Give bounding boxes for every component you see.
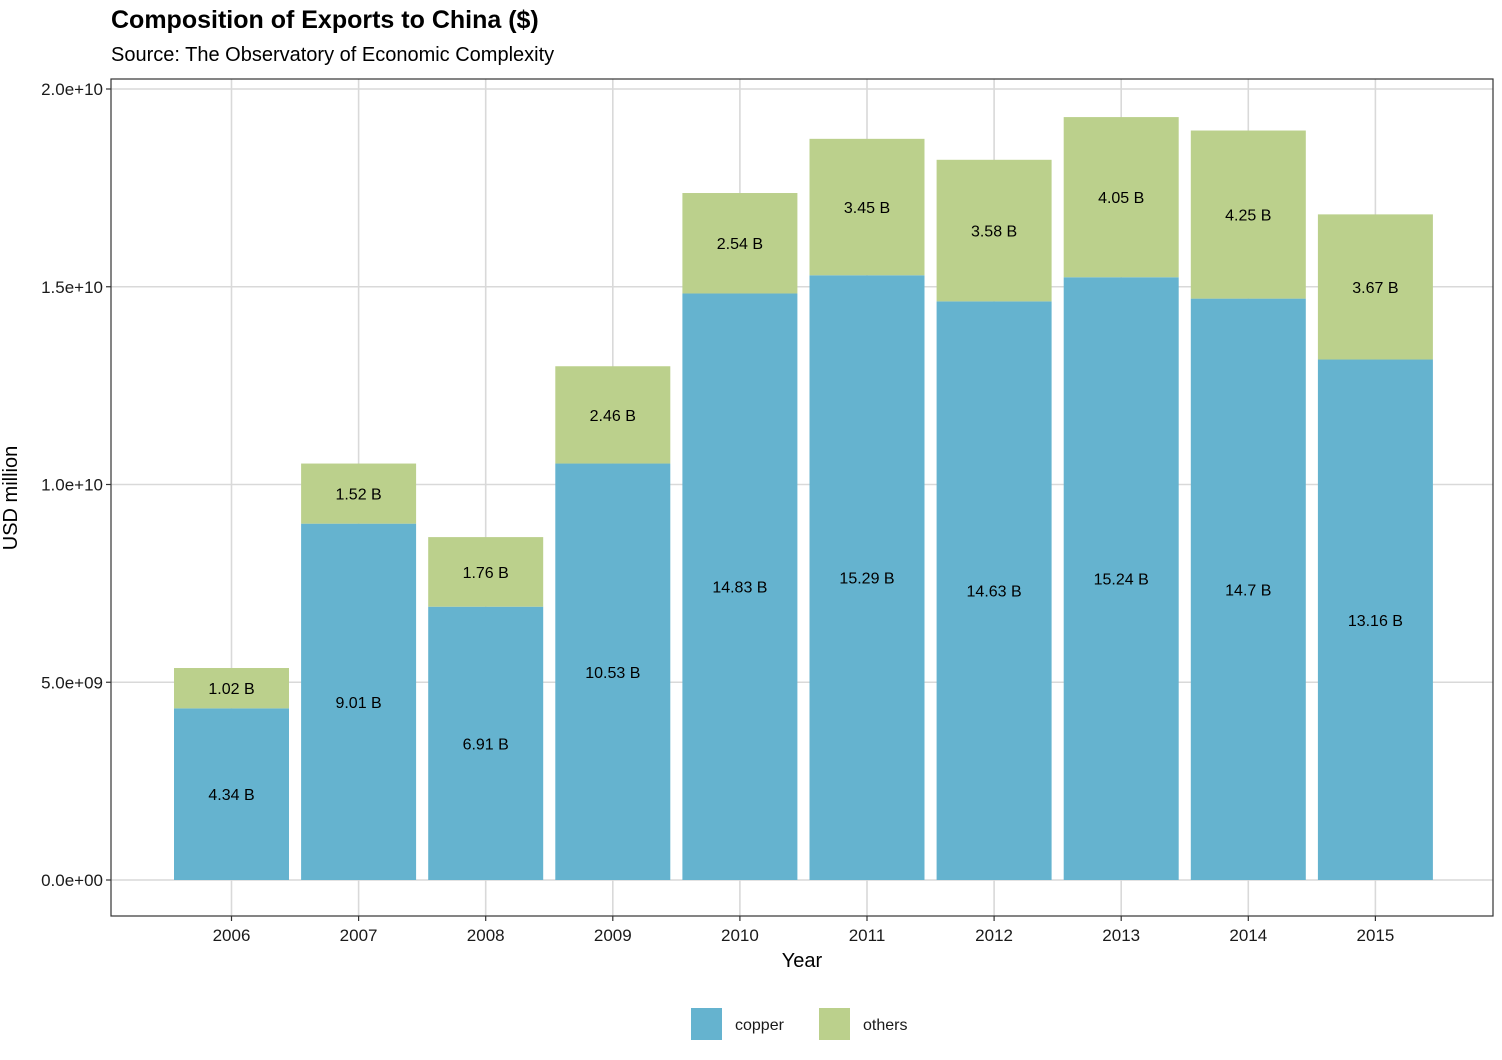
bar-others-2012	[936, 159, 1052, 302]
y-tick-label: 0.0e+00	[41, 871, 103, 890]
x-tick-label: 2010	[721, 926, 759, 945]
bar-label-copper-2011: 15.29 B	[839, 571, 894, 588]
bar-label-copper-2014: 14.7 B	[1225, 582, 1271, 599]
bar-label-others-2013: 4.05 B	[1098, 190, 1144, 207]
bar-label-copper-2008: 6.91 B	[463, 736, 509, 753]
bar-label-others-2006: 1.02 B	[208, 681, 254, 698]
y-axis: 0.0e+00 5.0e+09 1.0e+10 1.5e+10 2.0e+10	[41, 80, 111, 890]
y-axis-title: USD million	[0, 446, 22, 550]
bars	[174, 117, 1433, 881]
chart-subtitle: Source: The Observatory of Economic Comp…	[111, 44, 554, 66]
bar-label-copper-2007: 9.01 B	[335, 695, 381, 712]
bar-label-others-2015: 3.67 B	[1352, 280, 1398, 297]
bar-others-2011	[809, 138, 925, 276]
y-tick-label: 1.5e+10	[41, 278, 103, 297]
x-tick-label: 2006	[213, 926, 251, 945]
bar-labels: 4.34 B 1.02 B 9.01 B 1.52 B 6.91 B 1.76 B 10.5…	[208, 190, 1403, 804]
bar-label-copper-2012: 14.63 B	[967, 584, 1022, 601]
legend: copper others	[691, 1008, 907, 1040]
bar-label-others-2012: 3.58 B	[971, 224, 1017, 241]
x-tick-label: 2009	[594, 926, 632, 945]
x-tick-label: 2008	[467, 926, 505, 945]
bar-copper-2013	[1063, 277, 1179, 880]
x-axis: 2006 2007 2008 2009 2010 2011 2012 2013 2014 2015	[213, 916, 1394, 945]
bar-label-others-2011: 3.45 B	[844, 200, 890, 217]
bar-copper-2008	[428, 606, 544, 880]
bar-label-copper-2009: 10.53 B	[585, 665, 640, 682]
bar-others-2013	[1063, 117, 1179, 278]
bar-label-others-2009: 2.46 B	[590, 408, 636, 425]
bar-others-2009	[555, 366, 671, 464]
bar-others-2007	[301, 463, 417, 524]
bar-copper-2012	[936, 301, 1052, 880]
x-axis-title: Year	[782, 950, 823, 972]
y-tick-label: 2.0e+10	[41, 80, 103, 99]
y-tick-label: 1.0e+10	[41, 476, 103, 495]
legend-swatch-others	[819, 1008, 850, 1040]
bar-copper-2015	[1317, 359, 1433, 881]
x-tick-label: 2015	[1356, 926, 1394, 945]
legend-label-others: others	[863, 1017, 907, 1034]
bar-copper-2010	[682, 293, 798, 880]
legend-label-copper: copper	[735, 1017, 785, 1034]
x-tick-label: 2013	[1102, 926, 1140, 945]
bar-others-2008	[428, 537, 544, 607]
x-tick-label: 2011	[849, 926, 886, 945]
bar-others-2010	[682, 193, 798, 294]
bar-copper-2014	[1190, 298, 1306, 880]
bar-label-copper-2010: 14.83 B	[712, 580, 767, 597]
plot-panel	[110, 78, 1494, 917]
bar-copper-2009	[555, 463, 671, 880]
bar-label-others-2008: 1.76 B	[463, 565, 509, 582]
bar-others-2006	[174, 668, 289, 709]
x-tick-label: 2014	[1229, 926, 1267, 945]
bar-label-copper-2015: 13.16 B	[1348, 613, 1403, 630]
chart-title: Composition of Exports to China ($)	[111, 6, 539, 34]
bar-copper-2007	[301, 523, 417, 880]
bar-label-copper-2006: 4.34 B	[208, 787, 254, 804]
y-tick-label: 5.0e+09	[41, 673, 103, 692]
x-tick-label: 2012	[975, 926, 1013, 945]
bar-label-copper-2013: 15.24 B	[1094, 572, 1149, 589]
bar-copper-2011	[809, 275, 925, 880]
bar-label-others-2014: 4.25 B	[1225, 208, 1271, 225]
bar-others-2014	[1190, 130, 1306, 299]
bar-label-others-2010: 2.54 B	[717, 236, 763, 253]
bar-label-others-2007: 1.52 B	[335, 487, 381, 504]
bar-copper-2006	[174, 708, 289, 880]
x-tick-label: 2007	[340, 926, 378, 945]
bar-others-2015	[1317, 214, 1433, 360]
legend-swatch-copper	[691, 1008, 722, 1040]
